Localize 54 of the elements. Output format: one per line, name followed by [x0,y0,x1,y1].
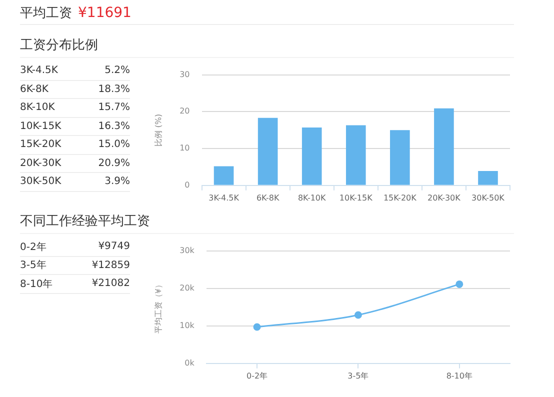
bar [478,171,498,185]
y-tick-label: 0 [184,180,190,190]
text: 工资分布比例 [20,36,514,58]
text: 5.2% [104,65,130,76]
x-tick-label: 8-10年 [446,371,472,380]
bar [434,108,454,185]
bar [390,130,410,185]
text: 15.0% [98,139,130,150]
text: 0-2年 [20,240,46,254]
text: ¥9749 [98,241,130,252]
y-tick-label: 10k [180,320,195,330]
point [456,280,464,288]
y-tick-label: 20 [180,106,190,116]
text: 平均工资 [20,6,72,21]
y-tick-label: 0k [184,358,195,368]
y-tick-label: 30 [180,70,190,79]
text: 30K-50K [20,176,62,188]
bar [302,128,322,185]
y-axis-title: 平均工资（¥） [154,280,163,334]
x-tick-label: 3-5年 [348,371,369,380]
text: 20.9% [98,158,130,169]
text: ¥12859 [92,260,130,271]
x-tick-label: 30K-50K [472,193,506,202]
x-tick-label: 0-2年 [246,371,268,380]
point [354,311,362,319]
bar [214,166,234,185]
y-tick-label: 30k [180,246,195,255]
x-tick-label: 6K-8K [256,193,280,202]
y-tick-label: 10 [180,144,190,153]
text: 15K-20K [20,139,62,150]
text: ¥11691 [78,5,132,21]
text: 3-5年 [20,259,46,272]
text: 8-10年 [20,278,53,291]
x-tick-label: 3K-4.5K [208,193,240,202]
x-tick-label: 20K-30K [428,193,462,202]
point [253,323,261,331]
x-tick-label: 10K-15K [339,193,374,202]
text: 6K-8K [20,84,48,95]
text: 3.9% [104,176,130,188]
text: 20K-30K [20,158,62,169]
text: ¥21082 [92,278,130,290]
bar [346,125,366,185]
x-tick-label: 8K-10K [298,193,327,202]
x-tick-label: 15K-20K [383,193,418,202]
y-tick-label: 20k [180,283,195,292]
text: 8K-10K [20,102,55,114]
text: 16.3% [98,120,130,132]
y-axis-title: 比例 (%) [154,114,163,146]
text: 不同工作经验平均工资 [20,212,514,234]
text: 15.7% [98,102,130,114]
text: 18.3% [98,84,130,95]
text: 10K-15K [20,120,62,132]
bar [258,118,278,185]
text: 3K-4.5K [20,65,58,76]
